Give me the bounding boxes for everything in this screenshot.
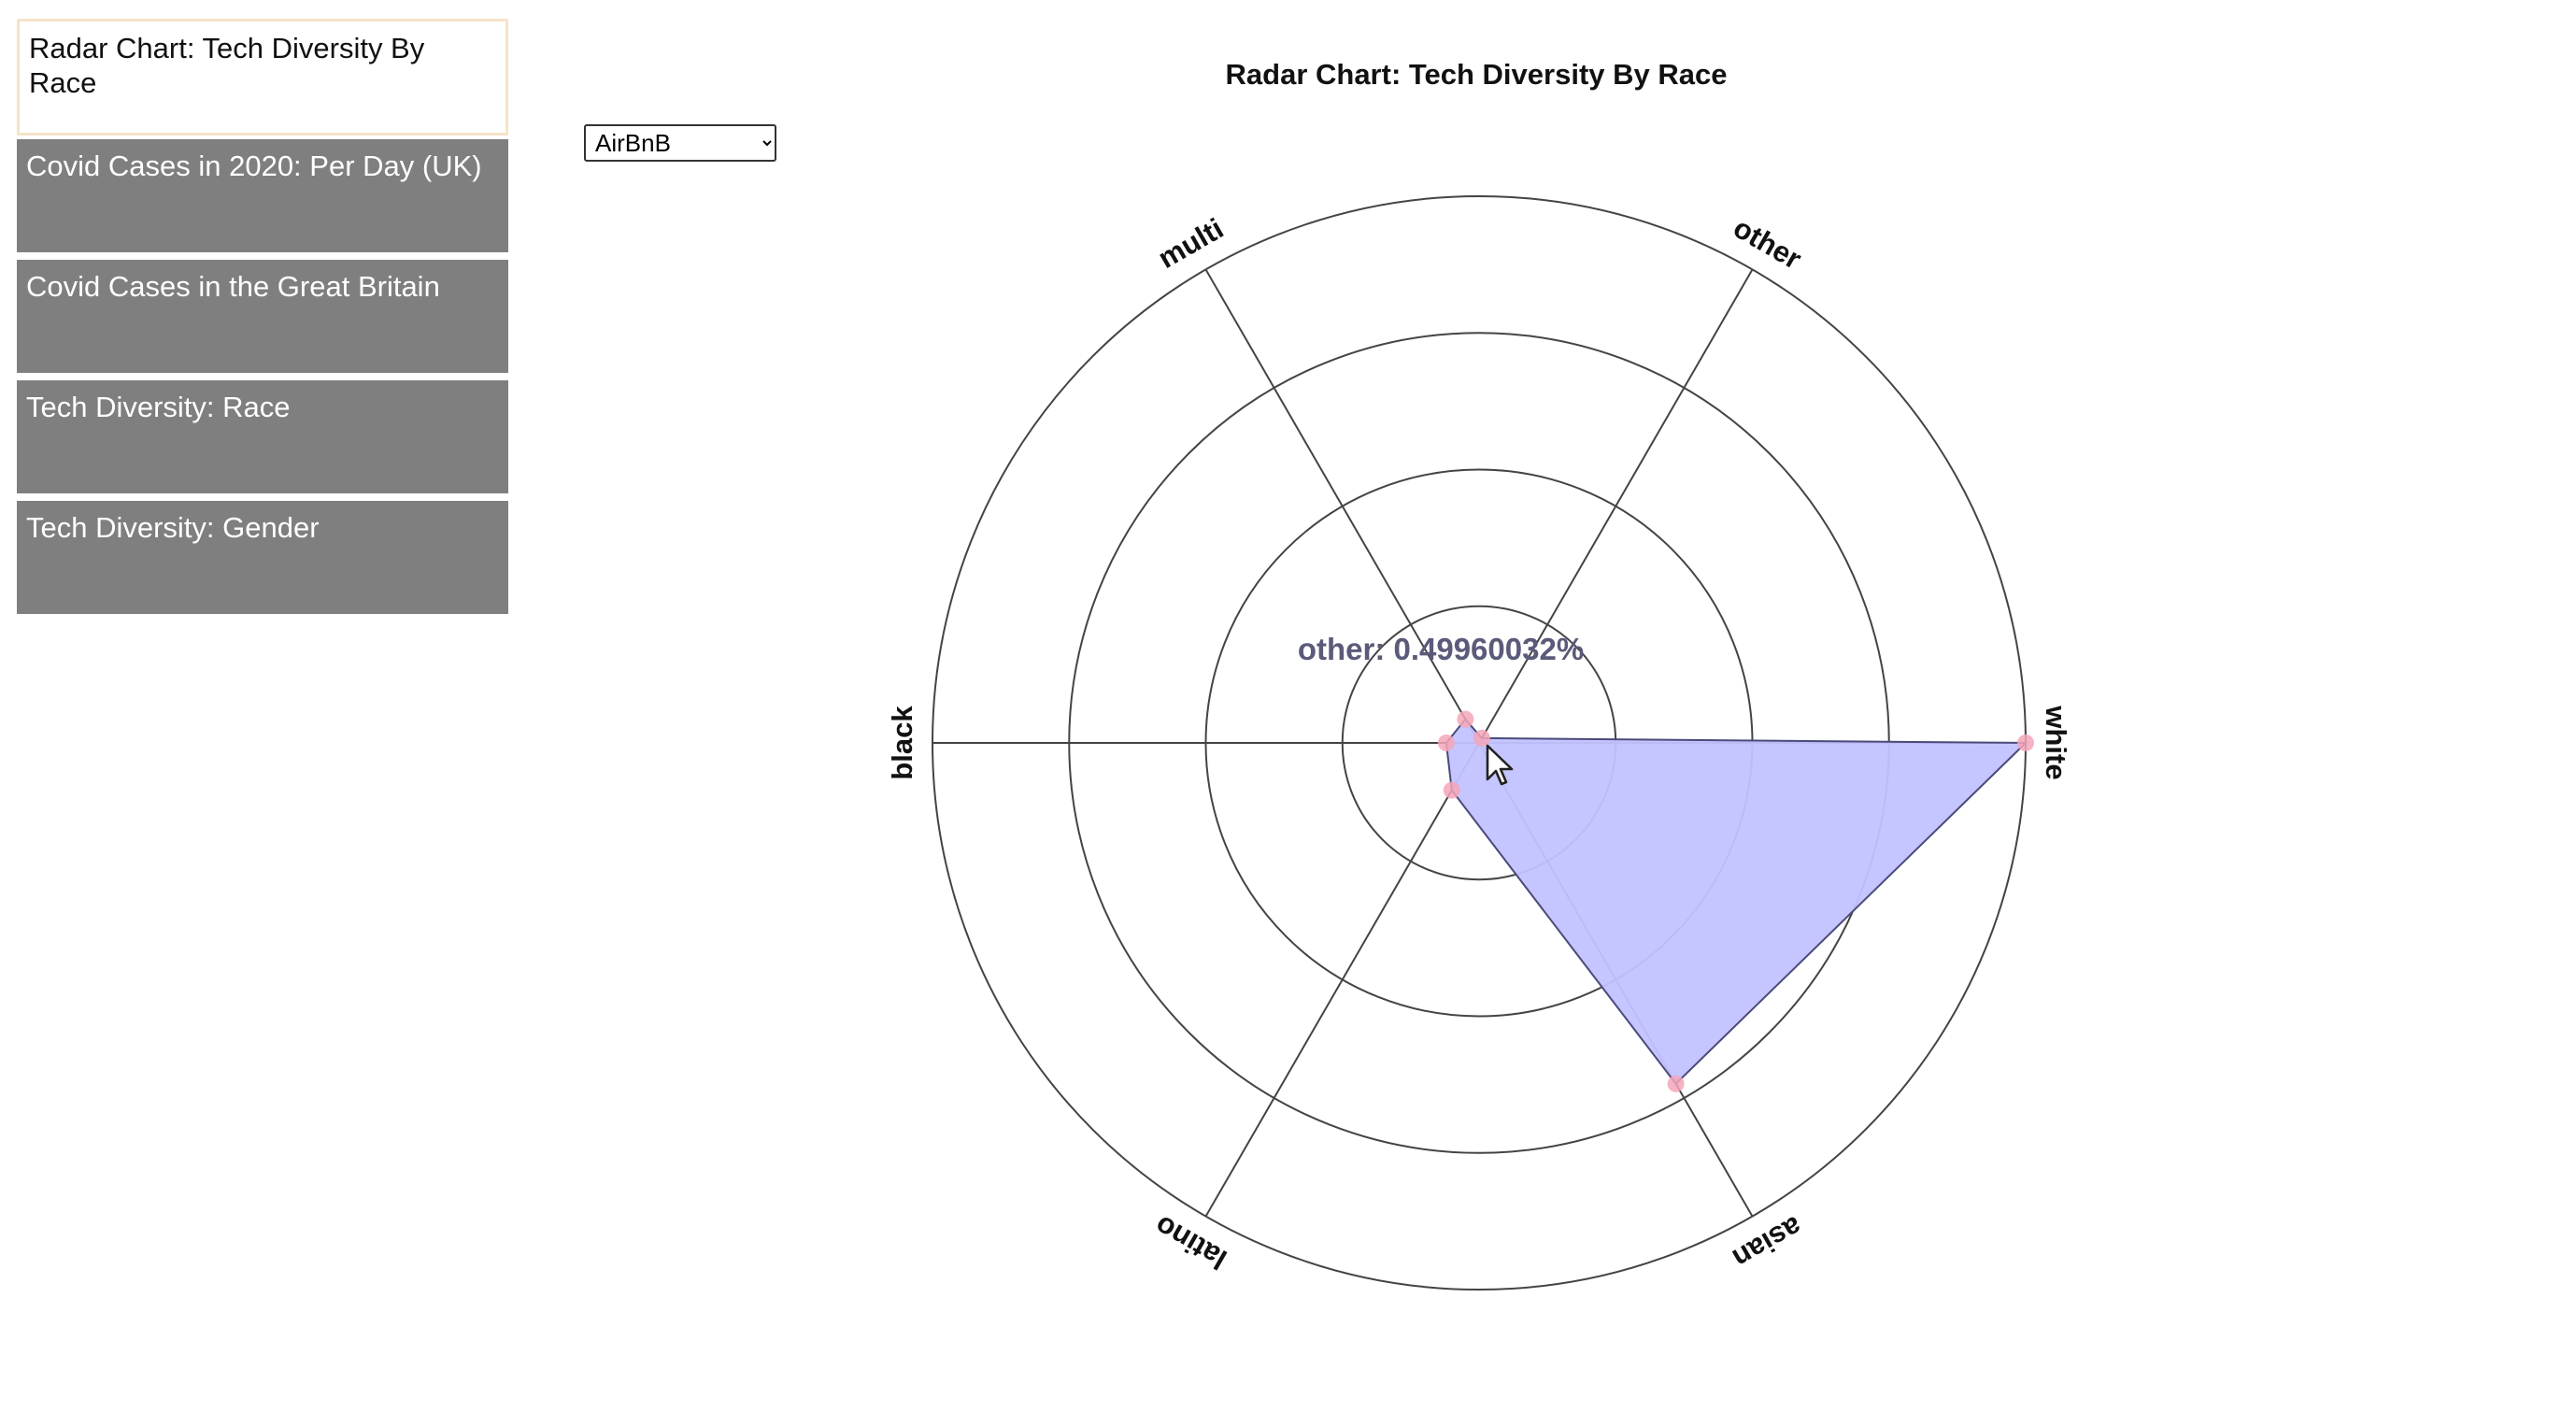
nav-item-radar-chart[interactable]: Radar Chart: Tech Diversity By Race (17, 19, 508, 135)
radar-area (1445, 718, 2028, 1086)
nav-item-covid-per-day[interactable]: Covid Cases in 2020: Per Day (UK) (17, 139, 508, 252)
axis-label-white: white (2040, 705, 2072, 779)
mouse-cursor-icon (1486, 744, 1514, 786)
radar-axis-multi (1204, 268, 1480, 744)
data-point-multi (1457, 710, 1474, 728)
axis-label-other: other (1728, 211, 1807, 276)
nav-item-tech-diversity-race[interactable]: Tech Diversity: Race (17, 380, 508, 493)
axis-label-latino: latino (1149, 1209, 1232, 1277)
radar-points (1437, 710, 2034, 1092)
nav-item-covid-great-britain[interactable]: Covid Cases in the Great Britain (17, 260, 508, 373)
hover-tooltip: other: 0.49960032% (1298, 632, 1584, 666)
radar-axis-latino (1204, 742, 1480, 1218)
axis-label-multi: multi (1153, 212, 1230, 275)
axis-label-asian: asian (1728, 1210, 1808, 1276)
nav-item-tech-diversity-gender[interactable]: Tech Diversity: Gender (17, 501, 508, 614)
sidebar-nav: Radar Chart: Tech Diversity By Race Covi… (17, 19, 510, 621)
data-point-other (1473, 729, 1490, 747)
radar-axis-other (1478, 268, 1754, 744)
data-point-asian (1667, 1075, 1685, 1092)
dataset-select[interactable]: AirBnB (584, 124, 776, 162)
radar-area-layer (1445, 718, 2028, 1086)
data-point-latino (1443, 781, 1460, 799)
data-point-black (1437, 735, 1455, 751)
axis-label-black: black (886, 706, 918, 780)
chart-title: Radar Chart: Tech Diversity By Race (1225, 58, 1728, 91)
data-point-white (2017, 735, 2034, 751)
